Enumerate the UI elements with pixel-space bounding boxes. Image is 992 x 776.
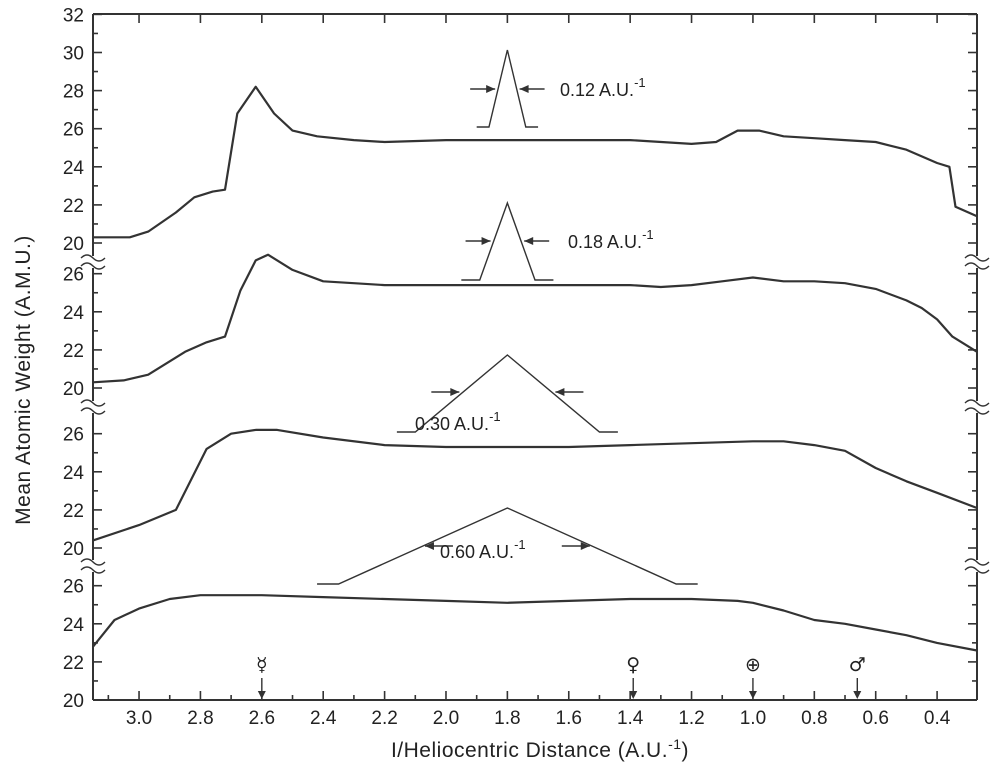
series-line-kernel-018 [92,253,978,384]
x-tick-label: 3.0 [126,708,152,729]
x-tick-label: 1.6 [556,708,582,729]
y-tick-label: 22 [63,501,84,522]
y-tick-label: 28 [63,82,84,103]
axis-break-mark [964,399,990,407]
kernel-width-label: 0.60 A.U.-1 [440,537,526,562]
y-tick-label: 20 [63,379,84,400]
x-tick-label: 2.6 [249,708,275,729]
y-tick-label: 22 [63,196,84,217]
planet-arrowhead [257,691,266,699]
axis-break-mark [80,262,106,270]
kernel-triangle [461,200,554,281]
axis-break-mark [80,566,106,574]
x-tick-label: 1.2 [678,708,704,729]
series-line-kernel-012 [93,85,978,239]
plot-frame [80,13,990,701]
axis-break-mark [964,407,990,415]
planet-markers: ☿ ♀ ⊕ ♂ [256,654,866,699]
planet-symbol-venus: ♀ [626,654,640,676]
axis-break-mark [964,262,990,270]
planet-arrowhead [853,691,862,699]
y-tick-label: 20 [63,539,84,560]
kernel-width-label: 0.30 A.U.-1 [415,409,501,434]
y-tick-label: 22 [63,341,84,362]
x-tick-label: 1.8 [494,708,520,729]
kernel-arrowhead [481,237,491,245]
y-tick-label: 30 [63,44,84,65]
axis-break-mark [964,558,990,566]
kernel-arrowhead [486,85,496,93]
y-tick-label: 26 [63,120,84,141]
x-axis: 3.0 2.8 2.6 2.4 2.2 2.0 1.8 1.6 1.4 1.2 1.0 0.8 0.6 0… [107,14,951,729]
curves [92,85,978,652]
x-tick-label: 0.8 [801,708,827,729]
kernel-arrowhead [555,388,565,396]
kernel-width-label: 0.18 A.U.-1 [568,227,654,252]
kernel-arrowhead [580,542,590,550]
y-tick-label: 32 [63,5,84,26]
y-tick-label: 26 [63,425,84,446]
x-tick-label: 2.0 [433,708,459,729]
kernel-triangle [476,49,539,128]
axis-break-mark [964,566,990,574]
planet-arrowhead [748,691,757,699]
y-tick-label: 24 [63,158,85,179]
axis-break-mark [80,407,106,415]
kernel-width-label: 0.12 A.U.-1 [560,75,646,100]
kernel-arrowhead [450,388,460,396]
x-tick-label: 1.0 [740,708,766,729]
y-axis: 20 22 24 26 28 30 32 20 22 24 26 20 22 24 26 20 22 24 26 [63,5,977,712]
planet-symbol-mars: ♂ [849,654,866,676]
axis-break-mark [80,399,106,407]
planet-symbol-earth: ⊕ [745,654,761,676]
kernel-triangle [317,507,698,585]
y-tick-label: 20 [63,691,84,712]
x-axis-title: I/Heliocentric Distance (A.U.-1) [391,736,689,762]
y-tick-label: 24 [63,615,85,636]
y-axis-title: Mean Atomic Weight (A.M.U.) [12,235,35,525]
kernel-triangle [396,354,618,433]
x-tick-label: 1.4 [617,708,644,729]
y-tick-label: 24 [63,303,85,324]
y-tick-label: 20 [63,234,84,255]
series-line-kernel-030 [92,428,978,542]
planet-symbol-mercury: ☿ [256,654,268,676]
planet-arrowhead [629,691,638,699]
smoothing-kernels: 0.12 A.U.-1 0.18 A.U.-1 0.30 A.U.-1 0.60 A.… [317,49,698,585]
x-tick-label: 2.4 [310,708,337,729]
y-tick-label: 26 [63,577,84,598]
y-tick-label: 26 [63,265,84,286]
kernel-arrowhead [519,85,529,93]
x-tick-label: 0.6 [862,708,888,729]
kernel-arrowhead [424,542,434,550]
y-tick-label: 24 [63,463,85,484]
x-tick-label: 2.8 [187,708,213,729]
x-tick-label: 2.2 [371,708,397,729]
axis-break-mark [964,254,990,262]
kernel-arrowhead [524,237,534,245]
series-line-kernel-060 [92,594,978,652]
axis-break-mark [80,558,106,566]
x-tick-label: 0.4 [924,708,951,729]
y-tick-label: 22 [63,653,84,674]
axis-break-mark [80,254,106,262]
